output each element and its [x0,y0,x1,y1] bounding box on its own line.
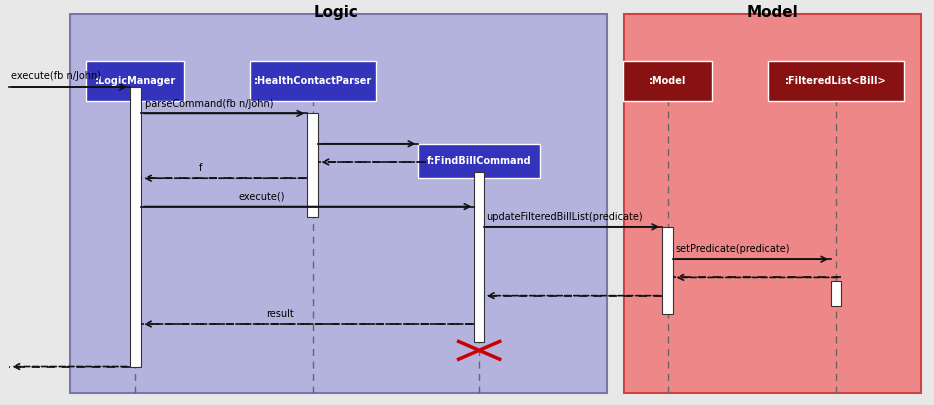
Text: execute(fb n/John): execute(fb n/John) [11,71,101,81]
Text: :FilteredList<Bill>: :FilteredList<Bill> [785,76,886,86]
Bar [831,281,841,306]
Text: f:FindBillCommand: f:FindBillCommand [427,156,531,166]
Bar [307,113,318,217]
Text: :LogicManager: :LogicManager [95,76,176,86]
Text: Logic: Logic [314,5,359,20]
Text: :HealthContactParser: :HealthContactParser [254,76,372,86]
Text: execute(): execute() [238,192,285,202]
Bar [70,14,607,393]
Text: updateFilteredBillList(predicate): updateFilteredBillList(predicate) [486,212,643,222]
Bar [250,61,376,101]
Text: parseCommand(fb n/John): parseCommand(fb n/John) [145,98,274,109]
Text: :Model: :Model [649,76,686,86]
Bar [130,87,141,367]
Text: Model: Model [746,5,799,20]
Bar [624,61,712,101]
Bar [769,61,904,101]
Bar [662,227,673,314]
Text: result: result [266,309,294,319]
Text: setPredicate(predicate): setPredicate(predicate) [675,244,790,254]
Bar [624,14,921,393]
Bar [418,144,540,178]
Bar [474,172,484,342]
Bar [86,61,185,101]
Text: f: f [199,163,203,173]
